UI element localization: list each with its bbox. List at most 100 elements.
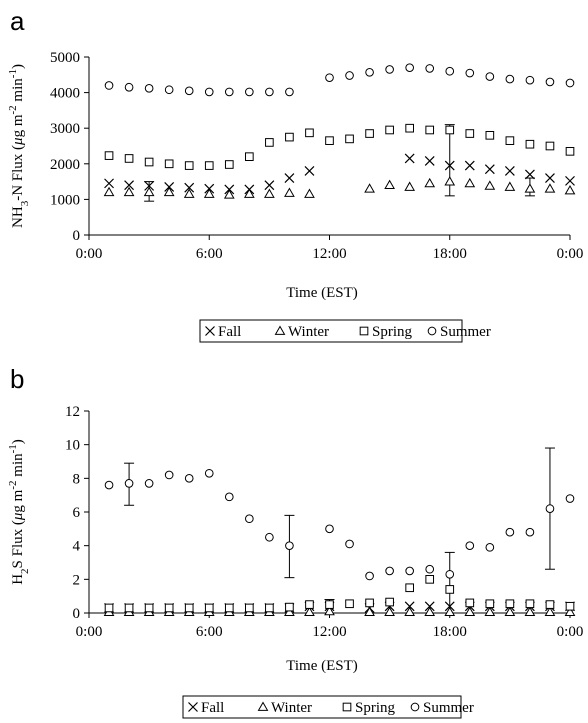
data-point-summer	[445, 569, 455, 579]
data-point-summer	[565, 494, 575, 503]
data-point-summer	[224, 492, 234, 502]
series-summer	[104, 468, 575, 581]
legend-box	[182, 695, 462, 719]
data-point-summer	[124, 82, 134, 92]
data-point-summer	[525, 527, 535, 537]
legend-marker-fall	[188, 702, 198, 712]
data-point-spring	[525, 139, 535, 149]
legend-label-fall: Fall	[218, 324, 241, 340]
data-point-spring	[405, 583, 414, 593]
data-point-spring	[204, 603, 214, 613]
data-point-fall	[104, 178, 114, 189]
data-point-winter	[364, 183, 375, 193]
legend-marker-spring	[342, 702, 352, 712]
data-point-spring	[285, 132, 294, 142]
data-point-winter	[384, 606, 395, 617]
data-point-spring	[485, 599, 495, 609]
data-point-spring	[104, 151, 114, 160]
panel-a-legend: Fall Winter Spring Summer	[199, 319, 491, 343]
data-point-winter	[564, 184, 576, 195]
data-point-spring	[305, 128, 314, 138]
data-point-spring	[565, 601, 575, 611]
data-point-spring	[184, 603, 194, 613]
data-point-fall	[444, 601, 455, 612]
legend-marker-summer	[427, 326, 437, 336]
data-point-summer	[485, 543, 495, 552]
data-point-summer	[245, 87, 254, 97]
panel-b-letter: b	[10, 364, 24, 394]
data-point-summer	[385, 566, 394, 576]
data-point-winter	[123, 186, 135, 197]
x-tick-label: 0:00	[76, 624, 103, 640]
data-point-spring	[445, 585, 455, 594]
data-point-spring	[144, 603, 154, 613]
data-point-fall	[524, 169, 535, 180]
data-point-summer	[265, 532, 274, 542]
data-point-spring	[465, 598, 475, 608]
data-point-winter	[524, 606, 536, 617]
data-point-fall	[184, 182, 195, 193]
data-point-winter	[384, 179, 395, 190]
data-point-fall	[545, 173, 555, 183]
data-point-spring	[245, 152, 254, 162]
data-point-fall	[284, 173, 295, 183]
data-point-summer	[505, 527, 515, 537]
error-bar	[444, 551, 455, 614]
data-point-spring	[164, 159, 174, 169]
data-point-spring	[285, 602, 294, 612]
data-point-winter	[223, 189, 235, 199]
panel-b-xlabel: Time (EST)	[286, 658, 358, 674]
data-point-spring	[245, 603, 254, 613]
data-point-winter	[524, 183, 536, 193]
y-tick-label: 8	[73, 471, 81, 487]
series-fall	[104, 153, 575, 195]
data-point-spring	[565, 147, 575, 156]
x-tick-label: 18:00	[433, 246, 467, 262]
data-point-spring	[305, 600, 314, 609]
data-point-summer	[405, 63, 414, 73]
data-point-spring	[184, 161, 194, 170]
legend-label-spring: Spring	[372, 324, 413, 340]
data-point-spring	[224, 603, 234, 613]
data-point-winter	[304, 606, 315, 617]
data-point-winter	[364, 606, 375, 617]
data-point-summer	[465, 541, 475, 550]
data-point-spring	[425, 125, 435, 135]
panel-a-ylabel: NH3-N Flux (μg m-2 min-1)	[7, 64, 31, 228]
data-point-winter	[464, 177, 476, 188]
data-point-summer	[425, 564, 435, 574]
y-tick-label: 5000	[50, 50, 80, 66]
panel-b-ylabel: H2S Flux (μg m-2 min-1)	[7, 439, 31, 585]
panel-b: b H2S Flux (μg m-2 min-1) Time (EST) 0 2 4…	[7, 364, 583, 719]
data-point-summer	[325, 73, 334, 82]
data-point-spring	[385, 597, 394, 607]
data-point-summer	[184, 474, 194, 483]
legend-marker-spring	[359, 326, 369, 336]
data-point-winter	[564, 606, 576, 617]
data-point-spring	[224, 160, 234, 169]
data-point-spring	[545, 600, 555, 609]
data-point-summer	[505, 74, 515, 84]
data-point-spring	[144, 157, 154, 167]
x-tick-label: 6:00	[196, 246, 223, 262]
data-point-summer	[164, 470, 174, 480]
data-point-spring	[465, 129, 475, 138]
legend-marker-winter	[257, 701, 269, 711]
data-point-summer	[164, 85, 174, 95]
y-tick-label: 10	[65, 438, 80, 454]
data-point-summer	[345, 71, 354, 80]
data-point-winter	[304, 188, 315, 198]
data-point-summer	[485, 72, 495, 81]
data-point-spring	[505, 599, 515, 609]
data-point-fall	[444, 160, 455, 171]
data-point-winter	[284, 606, 295, 617]
data-point-summer	[525, 75, 535, 85]
data-point-summer	[285, 541, 294, 550]
data-point-winter	[103, 186, 115, 197]
data-point-winter	[484, 606, 496, 617]
data-point-summer	[104, 480, 114, 490]
data-point-fall	[144, 180, 155, 191]
series-winter	[103, 176, 576, 199]
panel-a-xlabel: Time (EST)	[286, 285, 358, 301]
legend-label-summer: Summer	[423, 700, 474, 716]
